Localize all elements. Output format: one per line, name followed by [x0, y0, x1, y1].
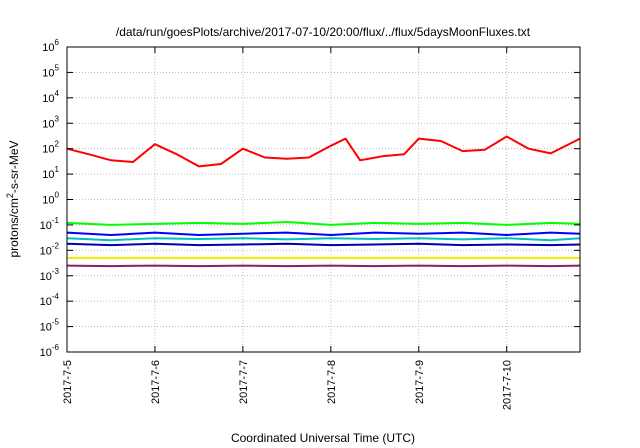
- series-line-4: [66, 231, 581, 236]
- y-tick-label-exp: -6: [52, 343, 60, 352]
- x-tick-label: 2017-7-5: [62, 360, 74, 404]
- y-tick-label-base: 10: [42, 144, 54, 156]
- plot-frame: [66, 46, 581, 353]
- y-tick-label: 10-6: [40, 343, 60, 359]
- y-tick-label-exp: -5: [52, 318, 60, 327]
- y-tick-label-base: 10: [40, 220, 52, 232]
- y-axis-label-rest: -s-sr-MeV: [7, 140, 21, 193]
- series-line-1: [66, 135, 581, 168]
- y-axis-label-sup: 2: [5, 193, 15, 198]
- series-layer: [66, 135, 581, 268]
- y-tick-label: 10-2: [40, 241, 60, 257]
- y-tick-label: 106: [42, 38, 59, 54]
- x-tick-label: 2017-7-8: [326, 360, 338, 404]
- series-line-3: [66, 237, 581, 242]
- x-tick-labels: 2017-7-5 2017-7-6 2017-7-7 2017-7-8 2017-7-9…: [62, 360, 514, 410]
- y-tick-label-exp: 5: [55, 63, 60, 72]
- y-tick-label: 10-5: [40, 318, 60, 334]
- y-tick-label-base: 10: [40, 296, 52, 308]
- y-tick-label-exp: 4: [55, 89, 60, 98]
- y-tick-label-base: 10: [42, 169, 54, 181]
- ticks: [66, 46, 580, 353]
- x-tick-label: 2017-7-6: [150, 360, 162, 404]
- y-tick-label-base: 10: [40, 347, 52, 359]
- y-tick-label-base: 10: [40, 245, 52, 257]
- y-tick-label-exp: 1: [55, 165, 60, 174]
- y-tick-label-exp: -1: [52, 216, 60, 225]
- y-tick-label-exp: 2: [55, 140, 60, 149]
- y-axis-label-main: protons/cm: [7, 198, 21, 257]
- x-tick-label: 2017-7-7: [238, 360, 250, 404]
- series-line-2: [66, 221, 581, 226]
- y-tick-label-base: 10: [40, 271, 52, 283]
- y-tick-label-exp: 6: [55, 38, 60, 47]
- series-line-7: [66, 264, 581, 268]
- y-tick-label: 104: [42, 89, 59, 105]
- grid: [67, 47, 580, 352]
- y-tick-label-base: 10: [42, 118, 54, 130]
- y-tick-label-exp: -4: [52, 292, 60, 301]
- y-tick-label-exp: 3: [55, 114, 60, 123]
- y-tick-label: 100: [42, 191, 59, 207]
- y-tick-label: 101: [42, 165, 59, 181]
- y-tick-label: 10-3: [40, 267, 60, 283]
- y-tick-label-base: 10: [42, 93, 54, 105]
- y-tick-label: 102: [42, 140, 59, 156]
- y-tick-label-base: 10: [40, 322, 52, 334]
- y-tick-label-base: 10: [42, 195, 54, 207]
- chart-title: /data/run/goesPlots/archive/2017-07-10/2…: [116, 25, 531, 39]
- x-tick-label: 2017-7-10: [502, 360, 514, 410]
- y-tick-label: 105: [42, 63, 59, 79]
- y-tick-label-exp: 0: [55, 191, 60, 200]
- y-tick-label: 10-4: [40, 292, 60, 308]
- x-tick-label: 2017-7-9: [414, 360, 426, 404]
- x-axis-label: Coordinated Universal Time (UTC): [231, 431, 415, 445]
- y-tick-label-base: 10: [42, 42, 54, 54]
- y-tick-label-base: 10: [42, 67, 54, 79]
- y-tick-label: 10-1: [40, 216, 60, 232]
- y-tick-label: 103: [42, 114, 59, 130]
- y-tick-label-exp: -2: [52, 241, 60, 250]
- series-line-5: [66, 242, 581, 247]
- y-tick-label-exp: -3: [52, 267, 60, 276]
- y-tick-labels: 10-610-510-410-310-210-11001011021031041…: [40, 38, 60, 359]
- y-axis-label: protons/cm2-s-sr-MeV: [5, 140, 21, 257]
